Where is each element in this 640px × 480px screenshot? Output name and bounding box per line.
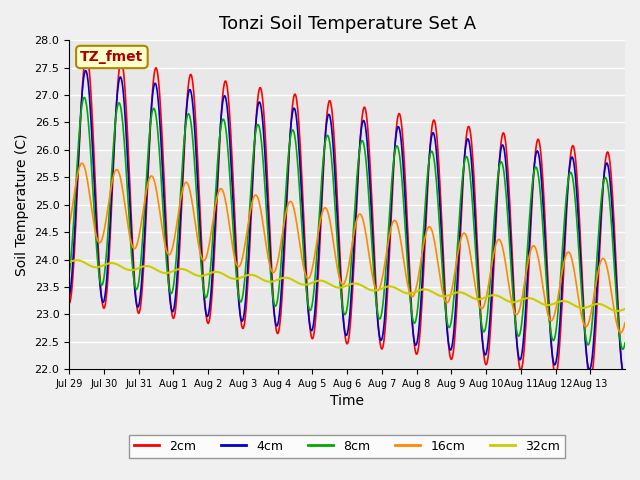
4cm xyxy=(261,149,269,155)
Legend: 2cm, 4cm, 8cm, 16cm, 32cm: 2cm, 4cm, 8cm, 16cm, 32cm xyxy=(129,435,565,458)
Title: Tonzi Soil Temperature Set A: Tonzi Soil Temperature Set A xyxy=(218,15,476,33)
Line: 16cm: 16cm xyxy=(69,163,625,333)
Line: 4cm: 4cm xyxy=(69,71,625,375)
8cm xyxy=(619,347,627,352)
2cm xyxy=(436,187,444,192)
2cm xyxy=(131,286,139,291)
16cm xyxy=(261,233,269,239)
8cm xyxy=(621,340,629,346)
8cm xyxy=(234,283,241,288)
32cm xyxy=(234,276,241,282)
16cm xyxy=(436,275,444,281)
Text: TZ_fmet: TZ_fmet xyxy=(80,50,143,64)
4cm xyxy=(436,208,444,214)
16cm xyxy=(65,223,73,229)
8cm xyxy=(261,182,269,188)
32cm xyxy=(74,257,81,263)
16cm xyxy=(78,160,86,166)
16cm xyxy=(617,330,625,336)
2cm xyxy=(234,268,241,274)
32cm xyxy=(282,275,290,281)
8cm xyxy=(65,271,73,277)
32cm xyxy=(613,308,621,314)
8cm xyxy=(405,282,413,288)
32cm xyxy=(405,290,413,296)
8cm xyxy=(282,187,290,193)
2cm xyxy=(83,51,90,57)
32cm xyxy=(261,278,269,284)
8cm xyxy=(81,95,88,100)
Line: 8cm: 8cm xyxy=(69,97,625,349)
32cm xyxy=(621,306,629,312)
32cm xyxy=(65,259,73,265)
Line: 2cm: 2cm xyxy=(69,54,625,386)
2cm xyxy=(282,220,290,226)
Line: 32cm: 32cm xyxy=(69,260,625,311)
16cm xyxy=(405,288,413,293)
4cm xyxy=(82,68,90,73)
8cm xyxy=(131,284,139,289)
4cm xyxy=(65,294,73,300)
32cm xyxy=(131,266,139,272)
2cm xyxy=(65,300,73,306)
4cm xyxy=(621,371,629,377)
16cm xyxy=(131,246,139,252)
Y-axis label: Soil Temperature (C): Soil Temperature (C) xyxy=(15,133,29,276)
X-axis label: Time: Time xyxy=(330,395,364,408)
2cm xyxy=(405,256,413,262)
16cm xyxy=(234,263,241,269)
16cm xyxy=(282,210,290,216)
32cm xyxy=(436,293,444,299)
8cm xyxy=(436,233,444,239)
4cm xyxy=(131,290,139,296)
16cm xyxy=(621,320,629,325)
4cm xyxy=(282,206,290,212)
2cm xyxy=(261,125,269,131)
4cm xyxy=(620,372,628,378)
2cm xyxy=(621,383,629,389)
4cm xyxy=(405,272,413,277)
4cm xyxy=(234,279,241,285)
